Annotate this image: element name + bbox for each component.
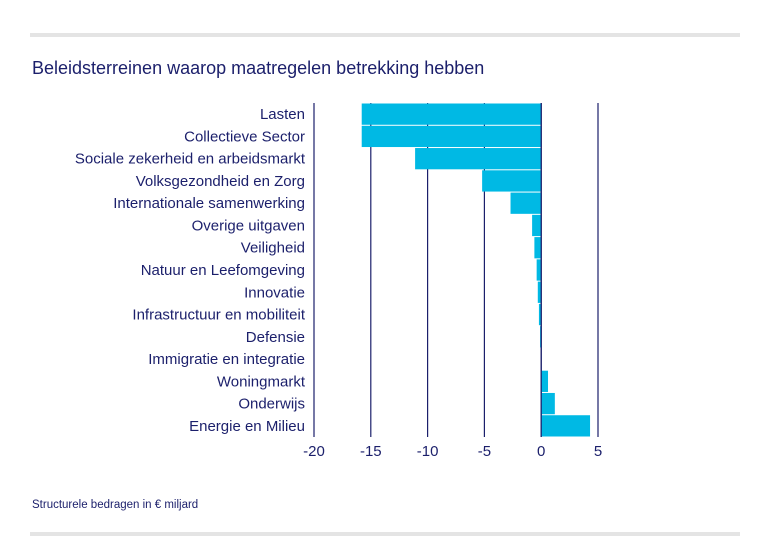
bar [541,415,591,437]
top-divider [30,33,740,37]
category-label: Immigratie en integratie [148,351,305,368]
x-tick-labels: -20 -15 -10 -5 0 5 [303,443,602,460]
category-label: Sociale zekerheid en arbeidsmarkt [75,151,306,168]
bar [537,281,542,303]
category-label: Collectieve Sector [184,128,305,145]
x-tick-label: 5 [594,443,602,460]
bar [538,303,542,326]
category-label: Veiligheid [241,240,305,257]
category-label: Onderwijs [238,396,305,413]
x-tick-label: -20 [303,443,325,460]
category-label: Overige uitgaven [192,217,305,234]
x-tick-label: -15 [360,443,382,460]
bar [536,259,542,281]
category-label: Defensie [246,329,305,346]
category-label: Infrastructuur en mobiliteit [132,307,305,324]
units-footnote: Structurele bedragen in € miljard [32,499,199,511]
bar [534,237,542,259]
bars [361,103,591,437]
bar [541,370,549,392]
category-label: Lasten [260,106,305,123]
bar [361,125,542,148]
category-label: Energie en Milieu [189,418,305,435]
x-tick-label: 0 [537,443,545,460]
category-label: Internationale samenwerking [113,195,305,212]
bottom-divider [30,532,740,536]
bar [482,170,542,192]
bar [541,392,555,415]
category-labels: Lasten Collectieve Sector Sociale zekerhei… [75,106,306,435]
x-tick-label: -10 [417,443,439,460]
bar [415,148,542,170]
category-label: Innovatie [244,284,305,301]
category-label: Natuur en Leefomgeving [141,262,305,279]
chart-title: Beleidsterreinen waarop maatregelen betr… [32,58,485,78]
category-label: Volksgezondheid en Zorg [136,173,305,190]
bar [532,214,542,237]
x-tick-label: -5 [478,443,491,460]
bar [510,192,542,214]
bar [361,103,542,125]
category-label: Woningmarkt [217,373,306,390]
